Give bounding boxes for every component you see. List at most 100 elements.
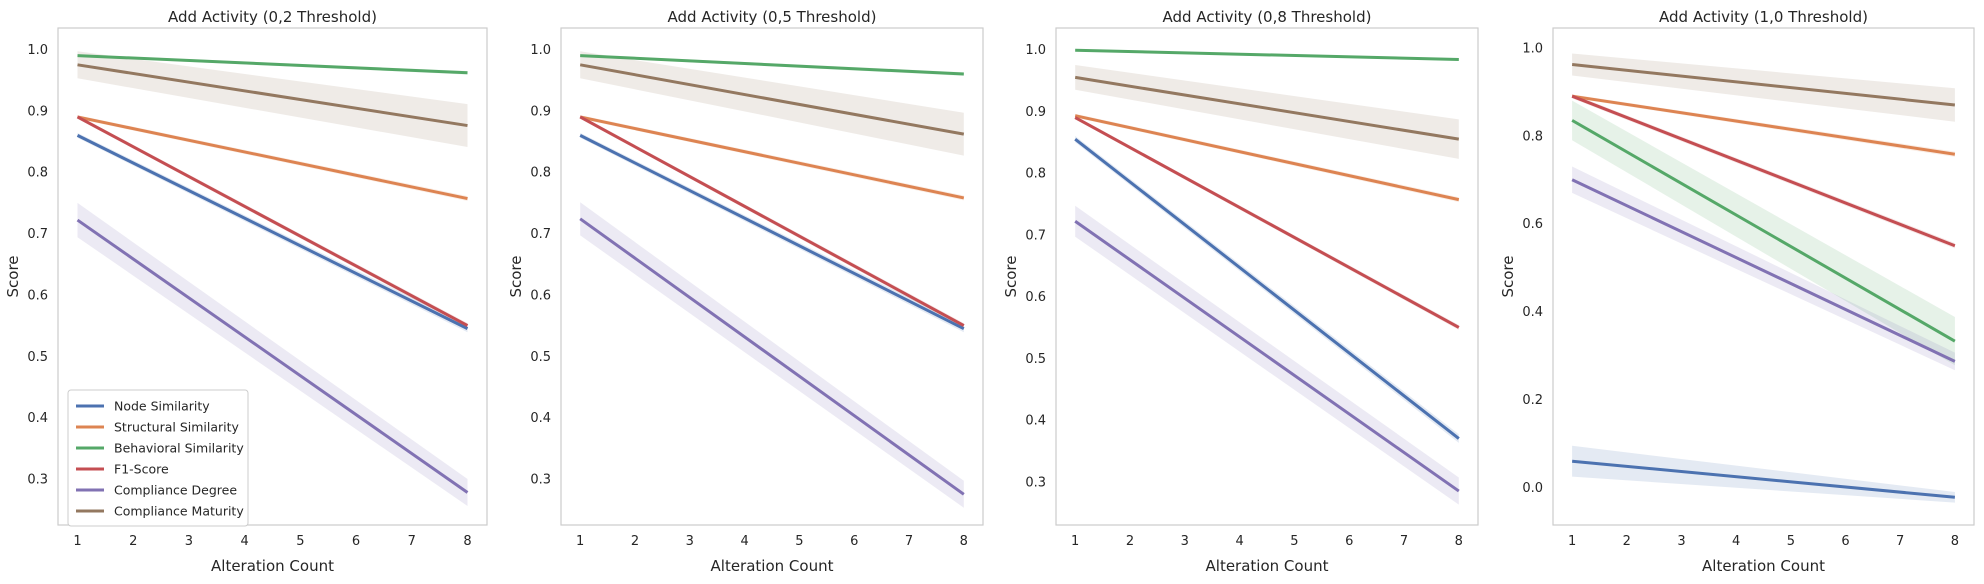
- y-tick-label: 0.7: [530, 227, 551, 242]
- y-tick-label: 0.2: [1522, 393, 1543, 408]
- y-tick-label: 0.3: [530, 472, 551, 487]
- x-tick-label: 7: [1400, 534, 1408, 549]
- y-tick-label: 0.8: [1522, 129, 1543, 144]
- series-line-compliance-degree: [76, 218, 469, 494]
- series-line-structural-similarity: [579, 115, 965, 200]
- x-tick-label: 2: [1126, 534, 1134, 549]
- x-tick-label: 1: [1568, 534, 1576, 549]
- legend-frame: [67, 389, 249, 527]
- ci-band-compliance-maturity: [1075, 65, 1459, 159]
- series-line-compliance-degree: [1571, 178, 1956, 363]
- x-tick-label: 1: [576, 534, 584, 549]
- ci-band-compliance-maturity: [77, 51, 468, 147]
- y-tick-label: 1.0: [530, 43, 551, 58]
- legend-label-compliance-maturity: Compliance Maturity: [114, 504, 244, 519]
- x-tick-label: 2: [1623, 534, 1631, 549]
- legend: Node Similarity Structural Similarity Beha…: [67, 389, 249, 527]
- y-tick-label: 0.4: [530, 411, 551, 426]
- series-line-node-similarity: [1571, 459, 1956, 499]
- x-axis-label: Alteration Count: [1702, 557, 1825, 575]
- x-tick-label: 8: [960, 534, 968, 549]
- y-tick-label: 0.7: [27, 227, 48, 242]
- y-tick-label: 0.9: [530, 104, 551, 119]
- legend-label-structural-similarity: Structural Similarity: [114, 420, 240, 435]
- ci-band-compliance-degree: [1572, 166, 1955, 371]
- chart-panel-3: 1 2 3 4 5 6 7 8 0.3 0.4 0.5 0.6 0.7 0.8 0.9 1.0 Add Acti…: [1002, 8, 1479, 575]
- plot-area: [1055, 27, 1479, 526]
- y-tick-label: 0.8: [1025, 167, 1046, 182]
- y-tick-label: 0.9: [27, 104, 48, 119]
- y-tick-label: 1.0: [1025, 43, 1046, 58]
- y-tick-label: 0.4: [1522, 305, 1543, 320]
- x-tick-label: 3: [1181, 534, 1189, 549]
- x-tick-label: 5: [1290, 534, 1298, 549]
- x-tick-label: 6: [1345, 534, 1353, 549]
- series-line-behavioral-similarity: [580, 54, 964, 76]
- series-line-compliance-degree: [1074, 220, 1460, 493]
- ci-band-compliance-maturity: [1572, 53, 1955, 122]
- x-tick-label: 7: [905, 534, 913, 549]
- x-tick-label: 3: [185, 534, 193, 549]
- y-tick-label: 0.0: [1522, 481, 1543, 496]
- ci-band-compliance-maturity: [580, 51, 964, 156]
- legend-label-f1-score: F1-Score: [114, 462, 169, 477]
- y-tick-label: 0.6: [1522, 217, 1543, 232]
- legend-label-compliance-degree: Compliance Degree: [114, 483, 237, 498]
- x-tick-label: 1: [1071, 534, 1079, 549]
- y-tick-label: 0.6: [27, 288, 48, 303]
- chart-title: Add Activity (0,8 Threshold): [1163, 8, 1372, 26]
- series-line-compliance-maturity: [579, 63, 965, 136]
- series-line-f1-score: [1074, 116, 1460, 329]
- series-line-structural-similarity: [1074, 114, 1460, 202]
- x-tick-label: 8: [463, 534, 471, 549]
- y-tick-label: 0.4: [27, 411, 48, 426]
- chart-title: Add Activity (0,2 Threshold): [168, 8, 377, 26]
- x-tick-label: 4: [740, 534, 748, 549]
- series-line-compliance-maturity: [1074, 75, 1460, 141]
- series-line-f1-score: [579, 115, 965, 327]
- chart-panel-1: 1 2 3 4 5 6 7 8 0.3 0.4 0.5 0.6 0.7 0.8 0.9 1.0 Add Acti…: [4, 8, 488, 575]
- series-line-compliance-degree: [579, 217, 965, 496]
- y-tick-label: 0.7: [1025, 228, 1046, 243]
- series-line-structural-similarity: [77, 115, 468, 201]
- x-tick-label: 2: [129, 534, 137, 549]
- y-tick-label: 0.8: [27, 166, 48, 181]
- x-tick-label: 5: [795, 534, 803, 549]
- x-tick-label: 3: [686, 534, 694, 549]
- legend-label-behavioral-similarity: Behavioral Similarity: [114, 441, 244, 456]
- chart-title: Add Activity (0,5 Threshold): [668, 8, 877, 26]
- y-tick-label: 0.6: [1025, 290, 1046, 305]
- chart-panel-4: 1 2 3 4 5 6 7 8 0.0 0.2 0.4 0.6 0.8 1.0 Add Activity (…: [1499, 8, 1975, 575]
- plot-area: [1552, 27, 1975, 526]
- x-tick-label: 5: [296, 534, 304, 549]
- y-tick-label: 0.5: [530, 350, 551, 365]
- series-line-compliance-maturity: [1571, 63, 1956, 107]
- series-line-behavioral-similarity: [1075, 48, 1459, 61]
- y-axis-label: Score: [1499, 255, 1517, 297]
- x-tick-label: 3: [1677, 534, 1685, 549]
- series-line-structural-similarity: [1571, 94, 1956, 156]
- x-axis-label: Alteration Count: [1206, 557, 1329, 575]
- series-line-behavioral-similarity: [1571, 119, 1956, 343]
- series-line-compliance-maturity: [77, 63, 468, 128]
- x-tick-label: 7: [408, 534, 416, 549]
- x-tick-label: 6: [850, 534, 858, 549]
- x-tick-label: 8: [1455, 534, 1463, 549]
- series-line-f1-score: [1571, 94, 1956, 248]
- x-tick-label: 7: [1896, 534, 1904, 549]
- series-line-node-similarity: [1074, 137, 1460, 440]
- y-tick-label: 0.3: [1025, 475, 1046, 490]
- x-tick-label: 8: [1951, 534, 1959, 549]
- y-axis-label: Score: [1002, 255, 1020, 297]
- y-tick-label: 0.5: [1025, 352, 1046, 367]
- y-tick-label: 0.8: [530, 166, 551, 181]
- y-tick-label: 0.5: [27, 350, 48, 365]
- ci-band-behavioral-similarity: [1572, 100, 1955, 366]
- x-tick-label: 5: [1787, 534, 1795, 549]
- y-tick-label: 1.0: [27, 43, 48, 58]
- legend-label-node-similarity: Node Similarity: [114, 399, 210, 414]
- x-tick-label: 6: [1841, 534, 1849, 549]
- x-tick-label: 2: [631, 534, 639, 549]
- x-tick-label: 4: [1732, 534, 1740, 549]
